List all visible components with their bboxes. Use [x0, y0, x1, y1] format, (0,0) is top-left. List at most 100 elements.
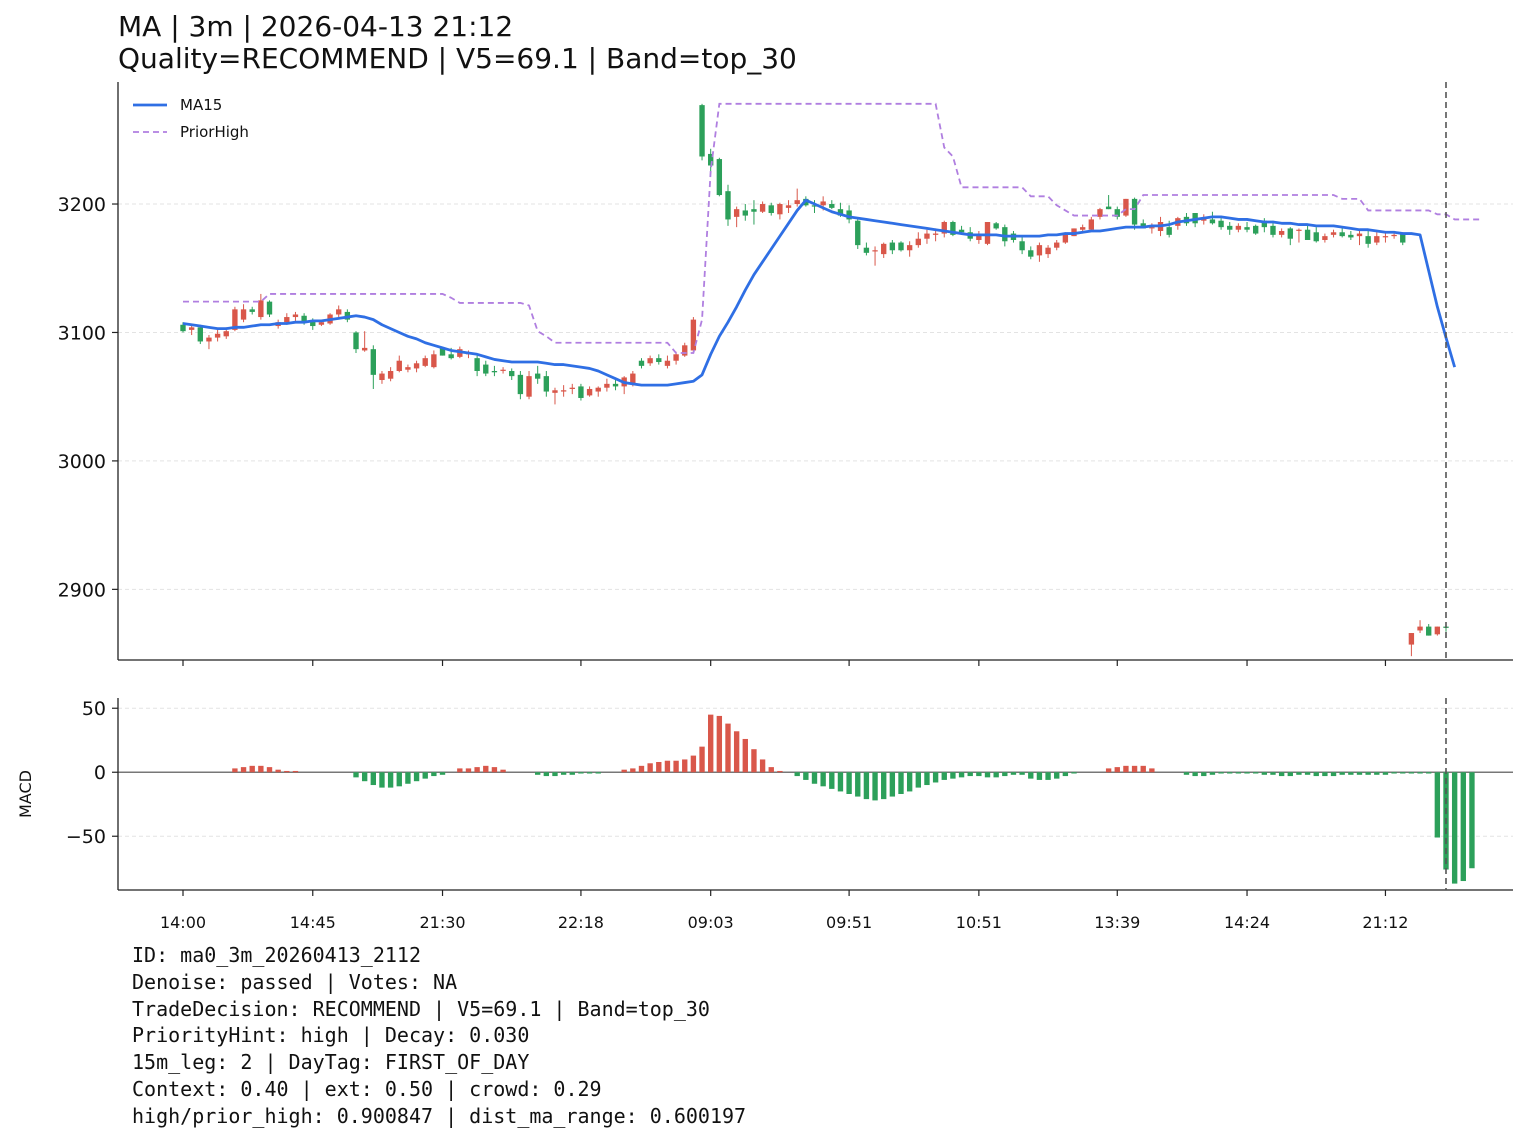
candle	[716, 157, 723, 197]
macd-y-axis-label: MACD	[16, 770, 35, 818]
macd-bar	[1028, 772, 1034, 779]
info-line-denoise: Denoise: passed | Votes: NA	[132, 969, 458, 994]
macd-bar	[1183, 772, 1190, 775]
candle	[612, 378, 619, 391]
price-y-tick-label: 3000	[58, 451, 106, 473]
info-line-trade-decision: TradeDecision: RECOMMEND | V5=69.1 | Ban…	[132, 996, 710, 1021]
candle	[569, 383, 575, 395]
macd-bar	[855, 772, 861, 797]
macd-bar	[1002, 772, 1008, 777]
candle	[422, 355, 428, 368]
candle-body	[725, 191, 731, 220]
candle	[1382, 232, 1389, 243]
candle-body	[1114, 209, 1120, 217]
macd-bar	[898, 772, 904, 794]
macd-bar	[578, 772, 584, 774]
candle-body	[292, 314, 299, 318]
candle-body	[1339, 232, 1345, 237]
candle-body	[448, 354, 454, 359]
macd-bar	[586, 772, 593, 774]
candle-body	[794, 200, 800, 205]
candle-body	[785, 205, 792, 208]
candle-body	[898, 242, 904, 251]
info-line-priority: PriorityHint: high | Decay: 0.030	[132, 1023, 530, 1048]
macd-bar	[1131, 765, 1138, 773]
candle	[249, 306, 255, 315]
macd-bar	[1296, 772, 1302, 775]
macd-bar	[820, 772, 826, 787]
candle-body	[820, 201, 826, 206]
macd-bar	[569, 772, 575, 775]
candle-body	[958, 229, 965, 233]
macd-bar	[777, 770, 783, 773]
macd-bar	[932, 772, 939, 783]
candle-body	[924, 233, 930, 239]
candle-body	[249, 309, 255, 312]
candle-body	[932, 233, 939, 235]
macd-gridlines	[118, 707, 1513, 837]
macd-bar	[1192, 772, 1198, 777]
candle-body	[664, 360, 671, 366]
candle-body	[1322, 236, 1328, 240]
macd-bars	[232, 714, 1475, 884]
candle	[1045, 245, 1051, 258]
candle-body	[431, 354, 437, 368]
candle	[941, 220, 947, 238]
macd-bar	[483, 765, 489, 773]
candle-body	[1105, 206, 1112, 210]
candle-body	[284, 317, 290, 323]
x-tick-label: 21:30	[419, 913, 465, 932]
candle	[682, 342, 688, 357]
candle	[1253, 224, 1259, 235]
macd-bar	[682, 759, 688, 773]
macd-bar	[1278, 772, 1285, 777]
candle-body	[353, 332, 359, 350]
macd-bar	[534, 772, 541, 775]
price-macd-chart: 2900 3000 3100 3200 MA15 PriorHigh 50 0 −50 MACD 1…	[16, 82, 1513, 932]
candle-body	[586, 388, 593, 396]
macd-bar	[552, 772, 558, 777]
candle-body	[1270, 225, 1276, 235]
macd-bar	[431, 772, 437, 777]
prior-high-line	[183, 102, 1481, 354]
candle	[1123, 198, 1129, 217]
macd-bar	[379, 772, 385, 788]
macd-bar	[1417, 772, 1423, 774]
macd-bar	[621, 769, 627, 773]
macd-bar	[1244, 772, 1250, 774]
candle	[534, 365, 541, 384]
candle	[638, 358, 645, 369]
candle	[647, 355, 653, 366]
candle-body	[906, 245, 913, 251]
candle	[491, 365, 498, 377]
candle-body	[1131, 198, 1138, 225]
candle-body	[984, 222, 991, 244]
macd-bar	[361, 772, 368, 782]
macd-bar	[958, 772, 965, 778]
candle-body	[1287, 228, 1293, 239]
candle-body	[1244, 227, 1250, 230]
macd-bar	[768, 767, 774, 773]
macd-bar	[1391, 772, 1397, 774]
x-tick-label: 22:18	[558, 913, 604, 932]
candle	[846, 205, 852, 224]
macd-bar	[1253, 772, 1259, 774]
candle-body	[206, 337, 212, 342]
candle	[336, 305, 342, 318]
candle-body	[1434, 626, 1441, 635]
candle-body	[1097, 209, 1103, 217]
macd-bar	[439, 772, 446, 775]
macd-bar	[405, 772, 411, 784]
macd-bar	[630, 768, 636, 773]
macd-bar	[1123, 765, 1129, 773]
candle	[1036, 242, 1043, 262]
candle	[1356, 229, 1363, 246]
macd-bar	[258, 765, 264, 773]
candle	[1278, 228, 1285, 238]
candle-body	[569, 387, 575, 389]
candle-body	[1045, 247, 1051, 255]
candle	[725, 184, 731, 226]
candle-body	[595, 387, 601, 392]
candles	[180, 103, 1449, 657]
candle	[733, 206, 740, 228]
